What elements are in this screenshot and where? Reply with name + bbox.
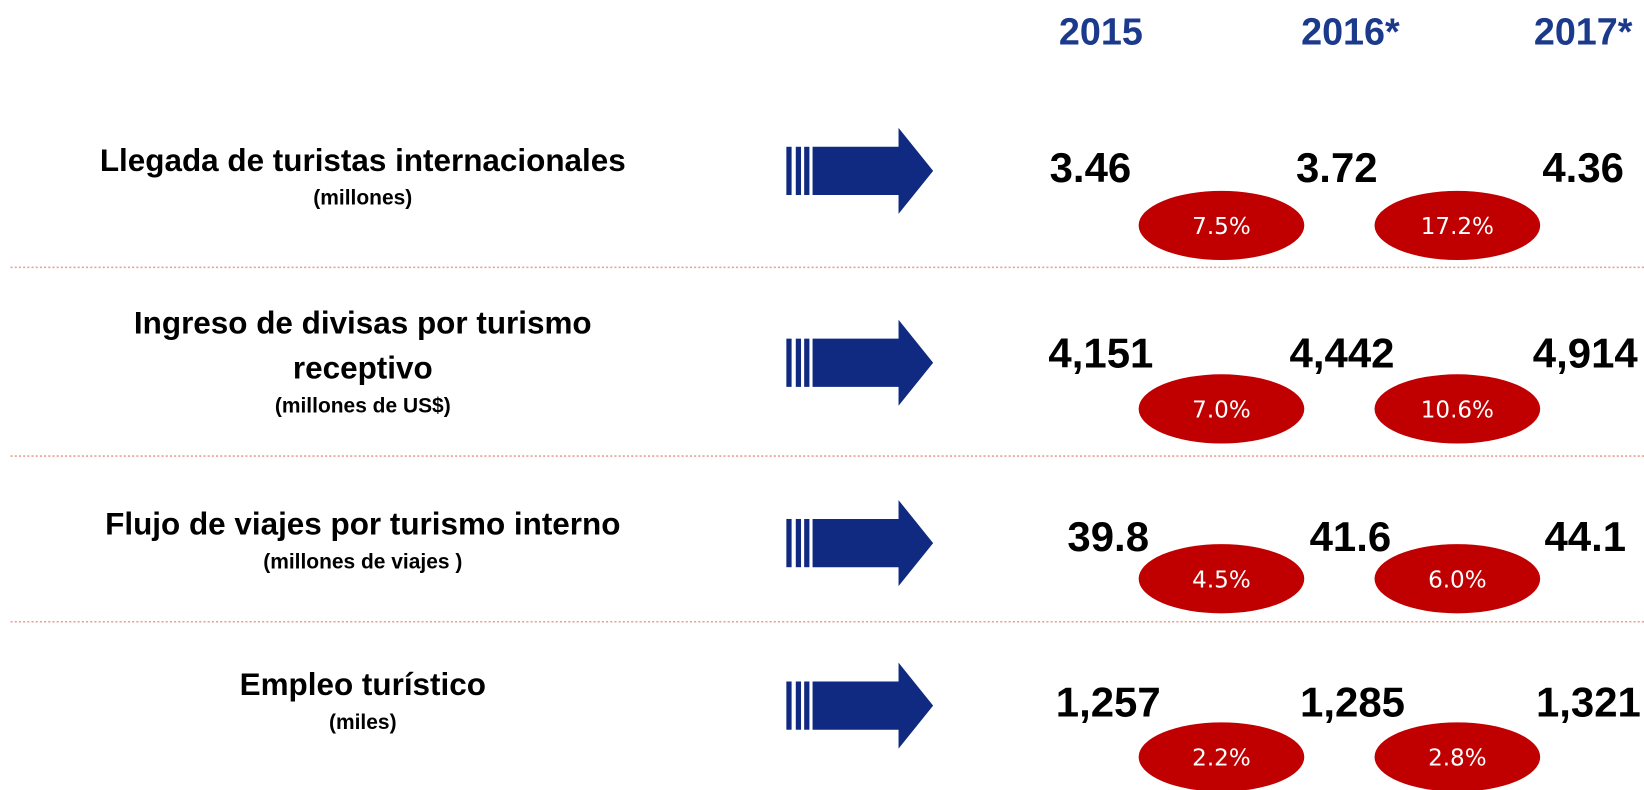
row-value: 4,442 <box>1290 330 1395 377</box>
row-value: 1,321 <box>1536 679 1641 726</box>
arrow-stripe <box>795 518 802 568</box>
arrow-icon <box>786 500 934 587</box>
row-unit: (millones) <box>313 187 412 210</box>
row-value: 39.8 <box>1067 513 1149 560</box>
arrow-icon <box>786 127 934 214</box>
year-header: 2017* <box>1534 11 1633 53</box>
row-unit: (millones de viajes ) <box>263 551 462 574</box>
row-value: 3.46 <box>1050 144 1132 191</box>
growth-label: 2.2% <box>1192 746 1251 772</box>
arrow-stripe <box>804 518 810 568</box>
arrow-stripe <box>804 146 810 196</box>
growth-label: 6.0% <box>1428 567 1487 593</box>
row-value: 3.72 <box>1296 144 1378 191</box>
growth-badge <box>1138 722 1305 790</box>
growth-badge <box>1374 190 1541 261</box>
growth-badge <box>1138 374 1305 444</box>
growth-label: 17.2% <box>1421 214 1494 240</box>
arrow-icon <box>786 319 934 406</box>
row-unit: (millones de US$) <box>275 394 451 417</box>
row-label: receptivo <box>293 350 433 385</box>
arrow-stripe <box>795 146 802 196</box>
arrow-stripe <box>804 338 810 387</box>
arrow-icon <box>786 662 934 749</box>
growth-badge <box>1374 722 1541 790</box>
growth-label: 2.8% <box>1428 746 1487 772</box>
row-value: 44.1 <box>1544 513 1626 560</box>
growth-label: 7.0% <box>1192 397 1251 423</box>
growth-badge <box>1138 190 1305 261</box>
arrow-stripe <box>786 681 792 730</box>
growth-badge <box>1138 544 1305 614</box>
row-value: 41.6 <box>1310 513 1392 560</box>
year-header: 2015 <box>1059 11 1143 53</box>
arrow-stripe <box>786 518 792 568</box>
arrow-body <box>812 127 934 214</box>
row-value: 4,151 <box>1048 330 1153 377</box>
row-value: 1,285 <box>1300 679 1405 726</box>
arrow-stripe <box>786 146 792 196</box>
row-label: Llegada de turistas internacionales <box>100 143 626 178</box>
growth-badge <box>1374 374 1541 444</box>
growth-label: 7.5% <box>1192 214 1251 240</box>
arrow-stripe <box>795 681 802 730</box>
arrow-stripe <box>804 681 810 730</box>
row-label: Empleo turístico <box>240 667 486 702</box>
row-unit: (miles) <box>329 711 397 734</box>
row-value: 1,257 <box>1056 679 1161 726</box>
arrow-body <box>812 662 934 749</box>
arrow-stripe <box>795 338 802 387</box>
growth-label: 10.6% <box>1421 397 1494 423</box>
row-value: 4,914 <box>1533 330 1639 377</box>
row-label: Ingreso de divisas por turismo <box>134 305 592 340</box>
growth-badge <box>1374 544 1541 614</box>
year-header: 2016* <box>1301 11 1400 53</box>
row-value: 4.36 <box>1542 144 1624 191</box>
arrow-body <box>812 500 934 587</box>
row-label: Flujo de viajes por turismo interno <box>105 507 620 542</box>
arrow-stripe <box>786 338 792 387</box>
growth-label: 4.5% <box>1192 567 1251 593</box>
arrow-body <box>812 319 934 406</box>
